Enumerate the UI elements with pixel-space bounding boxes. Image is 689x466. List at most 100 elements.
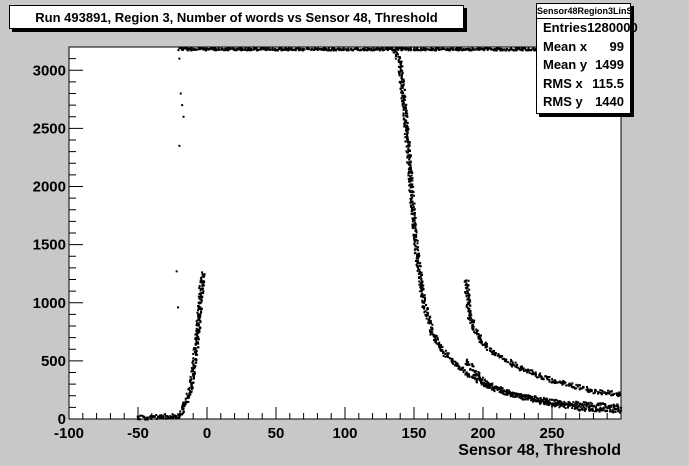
data-point: [405, 145, 408, 148]
data-point: [614, 408, 617, 411]
data-point: [563, 400, 566, 403]
data-point: [413, 239, 416, 242]
data-point: [609, 405, 612, 408]
data-point: [464, 291, 467, 294]
data-point: [249, 49, 252, 52]
data-point: [407, 140, 410, 143]
data-point: [405, 103, 408, 106]
data-point: [466, 363, 469, 366]
data-point: [546, 402, 549, 405]
data-point: [597, 391, 600, 394]
data-point: [410, 199, 413, 202]
data-point: [409, 168, 412, 171]
data-point: [401, 49, 404, 52]
data-point: [534, 395, 537, 398]
data-point: [471, 323, 474, 326]
data-point: [406, 124, 409, 127]
data-point: [313, 47, 316, 50]
data-point: [434, 47, 437, 50]
data-point: [541, 400, 544, 403]
data-point: [423, 294, 426, 297]
data-point: [199, 294, 202, 297]
data-point: [412, 227, 415, 230]
data-point: [407, 47, 410, 50]
data-point: [462, 371, 465, 374]
data-point: [466, 48, 469, 51]
data-point: [407, 149, 410, 152]
data-point: [438, 341, 441, 344]
data-point: [592, 392, 595, 395]
data-point: [526, 398, 529, 401]
data-point: [511, 393, 514, 396]
data-point: [405, 130, 408, 133]
data-point: [478, 48, 481, 51]
data-point: [511, 365, 514, 368]
data-point: [330, 48, 333, 51]
data-point: [519, 393, 522, 396]
data-point: [586, 390, 589, 393]
data-point: [419, 275, 422, 278]
data-point: [402, 114, 405, 117]
data-point: [528, 395, 531, 398]
data-point: [496, 354, 499, 357]
data-point: [616, 392, 619, 395]
data-point: [499, 389, 502, 392]
data-point: [403, 124, 406, 127]
data-point: [484, 344, 487, 347]
data-point: [534, 372, 537, 375]
data-point: [468, 298, 471, 301]
data-point: [378, 49, 381, 52]
data-point: [423, 307, 426, 310]
data-point: [535, 396, 538, 399]
data-point: [431, 328, 434, 331]
data-point: [414, 221, 417, 224]
data-point: [490, 388, 493, 391]
data-point: [465, 303, 468, 306]
data-point: [420, 274, 423, 277]
data-point: [281, 48, 284, 51]
data-point: [193, 374, 196, 377]
data-point: [594, 391, 597, 394]
data-point: [574, 407, 577, 410]
data-point: [395, 47, 398, 50]
data-point: [171, 413, 174, 416]
data-point: [585, 388, 588, 391]
data-point: [575, 383, 578, 386]
data-point: [483, 342, 486, 345]
data-point: [478, 372, 481, 375]
data-point: [544, 375, 547, 378]
data-point: [192, 381, 195, 384]
stats-box: Sensor48Region3LinScatter Entries 128000…: [536, 3, 638, 114]
data-point: [217, 48, 220, 51]
data-point: [597, 404, 600, 407]
data-point: [142, 415, 145, 418]
data-point: [416, 265, 419, 268]
data-point: [200, 301, 203, 304]
data-point: [419, 290, 422, 293]
data-point: [579, 405, 582, 408]
data-point: [188, 386, 191, 389]
data-point: [416, 260, 419, 263]
data-point: [287, 48, 290, 51]
data-point: [408, 149, 411, 152]
data-point: [519, 395, 522, 398]
data-point: [478, 375, 481, 378]
data-point: [488, 47, 491, 50]
data-point: [618, 391, 621, 394]
data-point: [410, 184, 413, 187]
data-point: [344, 48, 347, 51]
data-point: [181, 47, 184, 50]
data-point: [478, 47, 481, 50]
data-point: [524, 398, 527, 401]
data-point: [455, 364, 458, 367]
data-point: [284, 48, 287, 51]
data-point: [528, 396, 531, 399]
data-point: [542, 400, 545, 403]
data-point: [617, 394, 620, 397]
data-point: [457, 367, 460, 370]
data-point: [409, 169, 412, 172]
data-point: [431, 323, 434, 326]
data-point: [178, 144, 181, 147]
data-point: [471, 376, 474, 379]
data-point: [555, 381, 558, 384]
